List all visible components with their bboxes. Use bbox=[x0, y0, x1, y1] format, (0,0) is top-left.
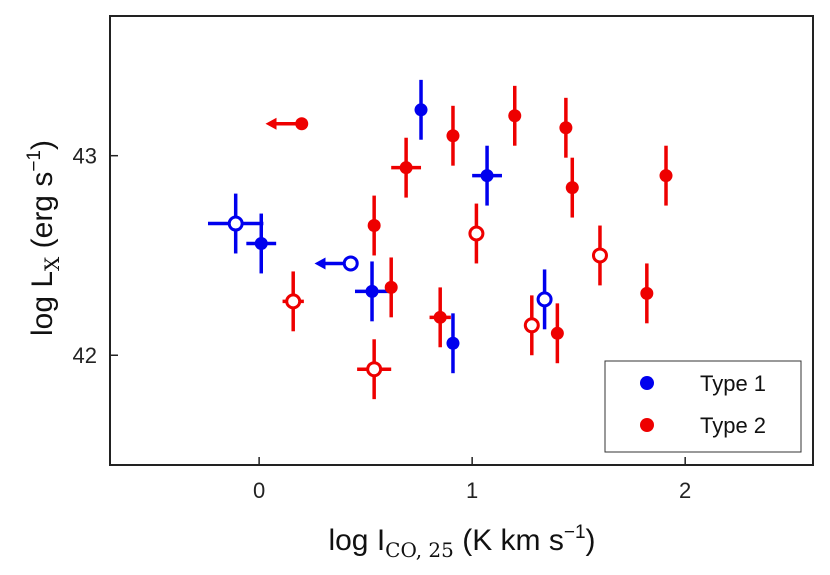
x-tick-label: 1 bbox=[466, 478, 478, 503]
x-axis-label-close: ) bbox=[586, 524, 596, 557]
marker-filled bbox=[384, 280, 398, 294]
marker-filled bbox=[659, 169, 673, 183]
marker-filled bbox=[295, 117, 309, 131]
legend-label-type2: Type 2 bbox=[700, 413, 766, 438]
y-axis-label-close: ) bbox=[26, 140, 59, 150]
marker-filled bbox=[559, 121, 573, 135]
y-tick-label: 43 bbox=[73, 144, 97, 169]
data-point-type2 bbox=[282, 271, 304, 332]
data-point-type2 bbox=[565, 157, 579, 218]
legend-label-type1: Type 1 bbox=[700, 371, 766, 396]
data-point-type1 bbox=[472, 145, 502, 206]
marker-filled bbox=[640, 286, 654, 300]
marker-open bbox=[468, 225, 485, 242]
data-point-type2 bbox=[523, 295, 540, 356]
marker-filled bbox=[254, 236, 268, 250]
marker-filled bbox=[433, 310, 447, 324]
legend: Type 1 Type 2 bbox=[604, 360, 802, 453]
marker-open bbox=[285, 293, 302, 310]
legend-marker-type2 bbox=[640, 418, 654, 432]
data-point-type2 bbox=[559, 97, 573, 158]
x-axis-label-unit: (K km s bbox=[454, 524, 564, 557]
data-point-type2 bbox=[357, 339, 392, 400]
y-axis-label-unit: (erg s bbox=[26, 172, 59, 257]
data-point-type2 bbox=[446, 105, 460, 166]
data-point-type1 bbox=[446, 313, 460, 374]
upper-limit-arrow-head bbox=[265, 117, 277, 130]
data-point-type1 bbox=[354, 261, 390, 322]
marker-filled bbox=[446, 129, 460, 143]
data-point-type2 bbox=[265, 117, 309, 131]
x-axis-label-sub: CO, 25 bbox=[385, 538, 454, 562]
data-point-type2 bbox=[429, 287, 451, 348]
data-point-type2 bbox=[508, 85, 522, 146]
marker-open bbox=[591, 247, 608, 264]
marker-filled bbox=[565, 181, 579, 195]
data-point-type2 bbox=[384, 257, 398, 318]
x-axis-label: log ICO, 25 (K km s−1) bbox=[328, 522, 595, 562]
x-tick-label: 0 bbox=[253, 478, 265, 503]
marker-filled bbox=[508, 109, 522, 123]
data-point-type1 bbox=[207, 193, 264, 254]
marker-filled bbox=[365, 284, 379, 298]
data-point-type1 bbox=[246, 213, 277, 274]
plot-frame bbox=[109, 15, 814, 466]
data-point-type2 bbox=[659, 145, 673, 206]
data-point-type2 bbox=[591, 225, 608, 286]
marker-filled bbox=[367, 219, 381, 233]
marker-filled bbox=[399, 161, 413, 175]
data-points-layer bbox=[207, 79, 673, 400]
y-axis-label: log LX (erg s−1) bbox=[24, 140, 64, 336]
data-point-type2 bbox=[550, 303, 564, 364]
marker-open bbox=[227, 215, 244, 232]
marker-open bbox=[342, 255, 359, 272]
x-axis-label-main: log I bbox=[328, 524, 385, 557]
data-point-type1 bbox=[414, 79, 428, 140]
marker-filled bbox=[446, 336, 460, 350]
data-point-type2 bbox=[367, 195, 381, 256]
marker-filled bbox=[550, 326, 564, 340]
y-axis-label-sup: −1 bbox=[24, 150, 45, 172]
marker-open bbox=[523, 317, 540, 334]
x-tick-label: 2 bbox=[679, 478, 691, 503]
y-tick-label: 42 bbox=[73, 343, 97, 368]
x-axis-label-sup: −1 bbox=[564, 522, 586, 543]
marker-open bbox=[536, 291, 553, 308]
legend-box bbox=[604, 360, 802, 453]
data-point-type1 bbox=[536, 269, 553, 330]
upper-limit-arrow-head bbox=[314, 257, 326, 270]
data-point-type2 bbox=[391, 137, 422, 198]
marker-filled bbox=[414, 103, 428, 117]
data-point-type2 bbox=[640, 263, 654, 324]
legend-marker-type1 bbox=[640, 376, 654, 390]
marker-filled bbox=[480, 169, 494, 183]
ticks-layer: 0 1 2 42 43 bbox=[73, 144, 692, 503]
y-axis-label-main: log L bbox=[26, 271, 59, 336]
data-point-type1 bbox=[314, 255, 359, 272]
y-axis-label-sub: X bbox=[40, 256, 64, 271]
data-point-type2 bbox=[468, 203, 485, 264]
marker-open bbox=[366, 361, 383, 378]
